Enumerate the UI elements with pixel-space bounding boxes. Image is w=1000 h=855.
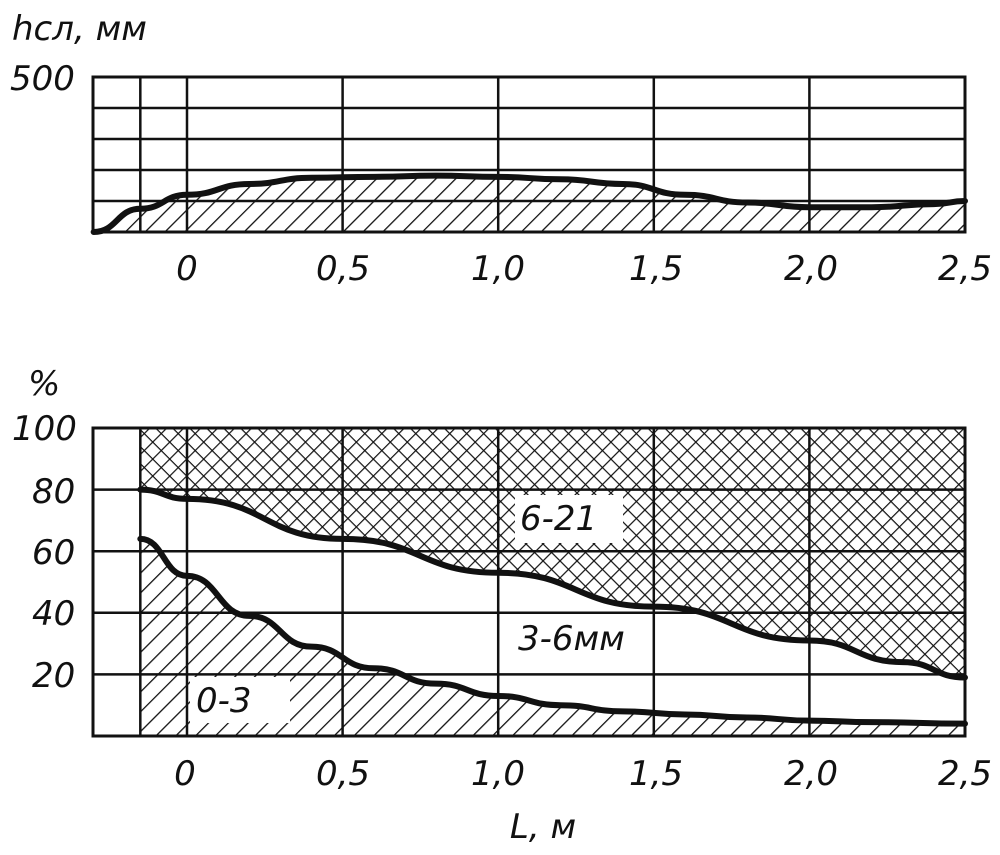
layer-height-curve bbox=[90, 172, 968, 235]
top-x-tick-label: 1,5 bbox=[629, 249, 683, 289]
region-label-3-6: 3-6мм bbox=[512, 618, 652, 662]
bottom-grid bbox=[93, 428, 965, 736]
top-series bbox=[90, 172, 968, 235]
bottom-y-axis-title: % bbox=[28, 364, 60, 404]
bottom-x-tick-label: 2,5 bbox=[938, 754, 992, 794]
boundary-curve-6mm bbox=[137, 486, 968, 681]
region-label-0-3: 0-3 bbox=[190, 677, 290, 723]
bottom-x-tick-label: 1,0 bbox=[471, 754, 525, 794]
series-label: 3-6мм bbox=[518, 619, 625, 659]
bottom-y-tick-label: 100 bbox=[12, 409, 77, 449]
top-x-tick-label: 1,0 bbox=[471, 249, 525, 289]
boundary-curve-3mm bbox=[137, 535, 968, 727]
bottom-x-tick-label: 0 bbox=[174, 754, 196, 794]
bottom-y-tick-labels: 100 80 60 40 20 bbox=[12, 409, 77, 696]
bottom-curves bbox=[137, 486, 968, 727]
top-x-tick-label: 0 bbox=[176, 249, 198, 289]
series-label: 0-3 bbox=[196, 681, 252, 721]
layer-height-area bbox=[93, 175, 965, 232]
bottom-chart: % 100 80 60 40 20 0 0,5 1,0 1,5 2,0 2,5 … bbox=[12, 364, 992, 847]
bottom-y-tick-label: 60 bbox=[32, 533, 75, 573]
bottom-x-tick-label: 0,5 bbox=[316, 754, 370, 794]
bottom-x-tick-label: 1,5 bbox=[629, 754, 683, 794]
top-x-tick-label: 2,0 bbox=[784, 249, 838, 289]
bottom-plot-frame bbox=[91, 426, 967, 738]
top-y-tick-label: 500 bbox=[10, 59, 75, 99]
region-0-3 bbox=[140, 538, 965, 736]
top-x-tick-label: 0,5 bbox=[316, 249, 370, 289]
bottom-y-tick-label: 20 bbox=[32, 656, 75, 696]
region-label-6-21: 6-21 bbox=[515, 495, 623, 543]
bottom-y-tick-label: 40 bbox=[32, 594, 75, 634]
bottom-x-axis-title: L, м bbox=[510, 807, 576, 847]
top-x-tick-label: 2,5 bbox=[938, 249, 992, 289]
top-x-tick-labels: 0 0,5 1,0 1,5 2,0 2,5 bbox=[176, 249, 992, 289]
top-plot-frame bbox=[91, 75, 967, 234]
bottom-x-tick-labels: 0 0,5 1,0 1,5 2,0 2,5 bbox=[174, 754, 992, 794]
bottom-x-tick-label: 2,0 bbox=[784, 754, 838, 794]
top-y-axis-title: hсл, мм bbox=[12, 9, 147, 49]
top-chart: hсл, мм 500 0 0,5 1,0 1,5 2,0 2,5 bbox=[10, 9, 992, 289]
series-label: 6-21 bbox=[520, 499, 597, 539]
bottom-y-tick-label: 80 bbox=[32, 472, 75, 512]
